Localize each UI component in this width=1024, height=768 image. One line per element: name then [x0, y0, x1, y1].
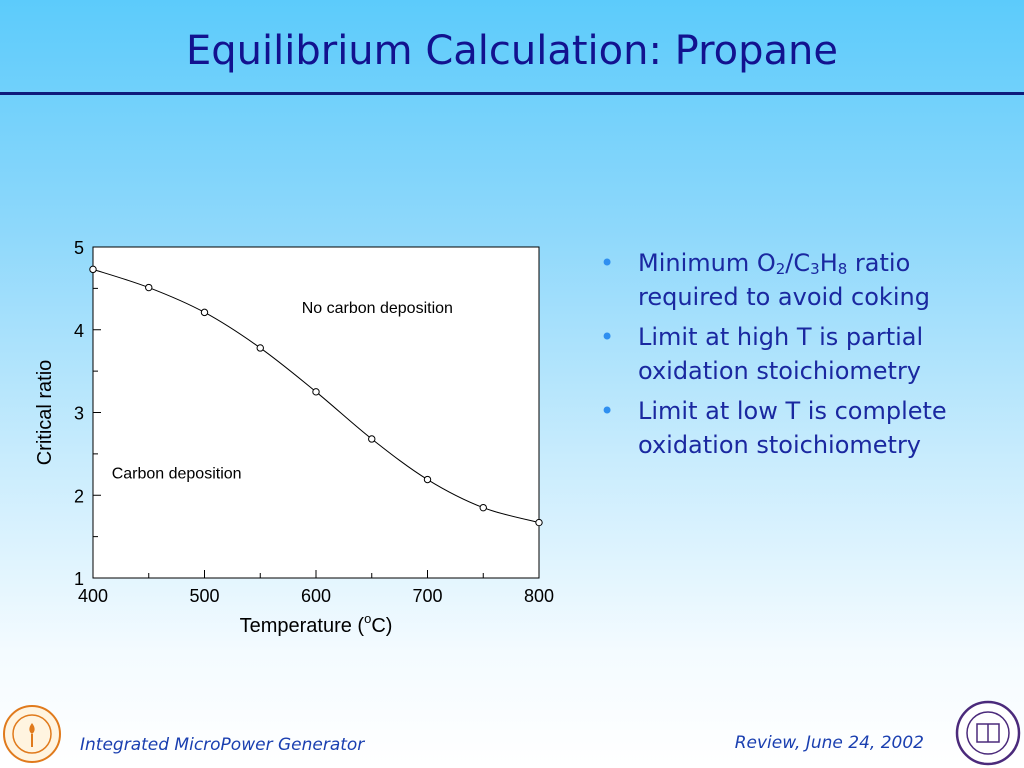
x-tick-label: 600 [301, 586, 331, 606]
northwestern-seal-icon [955, 700, 1021, 766]
footer-project-name: Integrated MicroPower Generator [80, 735, 365, 755]
bullet-text: /C [785, 249, 811, 277]
bullet-dot-icon: • [600, 397, 615, 425]
data-point [200, 308, 209, 317]
x-tick-label: 800 [524, 586, 554, 606]
data-point [479, 503, 487, 512]
x-tick-label: 400 [78, 586, 108, 606]
bullet-item: • Minimum O2/C3H8 ratio required to avoid… [600, 246, 1010, 314]
bullet-text: H [819, 249, 838, 277]
slide-title: Equilibrium Calculation: Propane [186, 28, 838, 74]
bullet-text: ratio required to avoid coking [638, 249, 930, 311]
bullet-dot-icon: • [600, 323, 615, 351]
data-point [89, 265, 97, 274]
bullet-text: Limit at high T is partial oxidation sto… [638, 323, 924, 385]
chart-annotation: No carbon deposition [302, 300, 453, 317]
subscript-text: 3 [810, 260, 820, 278]
plot-area [92, 246, 540, 579]
bullet-dot-icon: • [600, 249, 615, 277]
x-axis-label: Temperature (oC) [240, 611, 393, 637]
data-point [423, 475, 432, 484]
data-point [312, 388, 320, 396]
y-tick-label: 3 [74, 404, 84, 424]
title-divider [0, 92, 1024, 95]
data-point [256, 344, 264, 352]
bullet-item: • Limit at high T is partial oxidation st… [600, 320, 1010, 388]
data-point [535, 518, 543, 527]
critical-ratio-chart: 400 500 600 700 800 1 2 3 4 5 No carbon depositi… [34, 238, 554, 637]
bullet-item: • Limit at low T is complete oxidation st… [600, 394, 1010, 462]
y-axis-label: Critical ratio [34, 360, 56, 466]
y-tick-label: 4 [74, 321, 84, 341]
x-tick-label: 500 [189, 586, 219, 606]
x-tick-label: 700 [412, 586, 442, 606]
bullet-list: • Minimum O2/C3H8 ratio required to avoid… [600, 246, 1010, 468]
data-point [145, 283, 153, 292]
subscript-text: 2 [775, 260, 786, 278]
y-tick-label: 5 [74, 238, 84, 258]
bullet-text: Minimum O [638, 249, 776, 277]
footer-review-date: Review, June 24, 2002 [734, 733, 924, 753]
data-point [368, 435, 376, 443]
y-tick-label: 1 [74, 569, 84, 589]
bullet-text: Limit at low T is complete oxidation sto… [638, 397, 947, 459]
y-tick-label: 2 [74, 486, 84, 506]
subscript-text: 8 [837, 260, 848, 278]
caltech-seal-icon [3, 705, 61, 763]
chart-annotation: Carbon deposition [112, 466, 242, 483]
